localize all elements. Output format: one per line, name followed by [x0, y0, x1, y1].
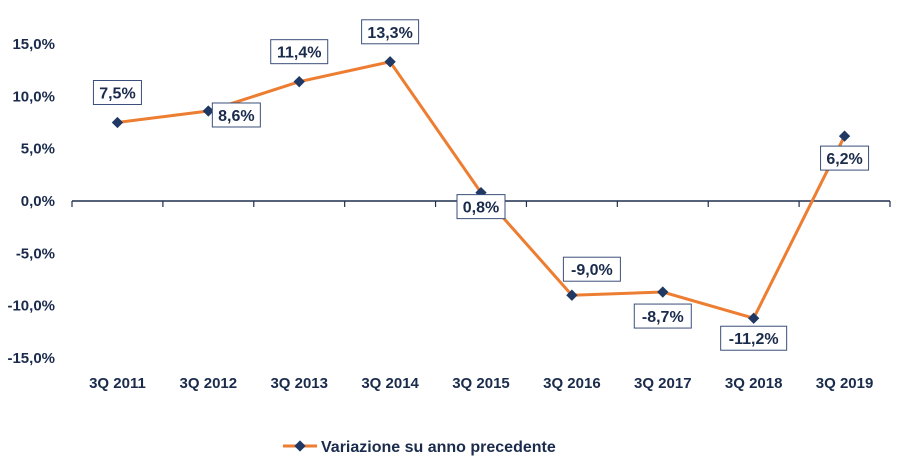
data-point-marker: [111, 116, 124, 129]
y-tick-label: 15,0%: [12, 36, 55, 53]
legend-marker-swatch: [294, 440, 306, 452]
series-markers: [111, 56, 851, 324]
data-label-box: [361, 19, 420, 45]
data-label-box: [820, 145, 870, 171]
data-label-box: [562, 256, 621, 282]
data-label: 0,8%: [456, 194, 506, 220]
legend-label: Variazione su anno precedente: [321, 439, 556, 456]
legend: Variazione su anno precedente: [283, 439, 556, 456]
y-tick-label: 5,0%: [21, 141, 55, 158]
data-label-box: [270, 39, 329, 65]
data-label: 11,4%: [270, 39, 329, 65]
x-tick-label: 3Q 2015: [452, 375, 510, 392]
data-label: -11,2%: [720, 325, 788, 351]
x-tick-label: 3Q 2017: [634, 375, 692, 392]
y-tick-label: 10,0%: [12, 88, 55, 105]
y-axis-ticks: 15,0% 10,0% 5,0% 0,0% -5,0% -10,0% -15,0%: [7, 36, 55, 367]
x-tick-label: 3Q 2018: [725, 375, 783, 392]
data-label-text: -8,7%: [642, 309, 684, 326]
data-label: 7,5%: [92, 80, 142, 105]
data-label: 8,6%: [211, 102, 261, 128]
x-tick-label: 3Q 2013: [270, 375, 328, 392]
y-tick-label: -15,0%: [7, 350, 55, 367]
data-label-box: [633, 303, 692, 329]
data-label-text: -9,0%: [571, 262, 613, 279]
data-label-box: [456, 194, 506, 220]
data-label: -9,0%: [562, 256, 621, 282]
x-tick-label: 3Q 2014: [361, 375, 419, 392]
y-tick-label: -5,0%: [16, 245, 55, 262]
x-tick-label: 3Q 2012: [180, 375, 238, 392]
data-labels: 7,5% 8,6% 11,4% 13,3% 0,8% -9,0% -8,7% -11,2% 6,…: [92, 19, 870, 351]
data-label-text: 11,4%: [277, 45, 321, 62]
x-tick-label: 3Q 2011: [89, 375, 146, 392]
y-tick-label: 0,0%: [21, 193, 55, 210]
data-label: -8,7%: [633, 303, 692, 329]
data-label-text: 13,3%: [367, 25, 412, 42]
x-tick-label: 3Q 2019: [816, 375, 874, 392]
data-label-text: 8,6%: [218, 108, 254, 125]
data-point-marker: [657, 286, 669, 298]
data-label-box: [92, 80, 142, 105]
data-label-box: [720, 325, 788, 351]
data-label: 13,3%: [361, 19, 420, 45]
x-tick-label: 3Q 2016: [543, 375, 601, 392]
data-point-marker: [748, 312, 760, 324]
data-label-text: -11,2%: [729, 331, 779, 348]
data-label: 6,2%: [820, 145, 870, 171]
data-point-marker: [566, 289, 578, 301]
y-tick-label: -10,0%: [7, 298, 55, 315]
data-label-box: [211, 102, 261, 128]
x-axis-ticks: 3Q 2011 3Q 2012 3Q 2013 3Q 2014 3Q 2015 3Q 20…: [71, 201, 891, 392]
data-point-marker: [838, 130, 851, 142]
data-point-marker: [293, 76, 305, 88]
data-label-text: 0,8%: [463, 200, 499, 217]
data-label-text: 7,5%: [99, 86, 135, 103]
data-label-text: 6,2%: [826, 151, 862, 168]
